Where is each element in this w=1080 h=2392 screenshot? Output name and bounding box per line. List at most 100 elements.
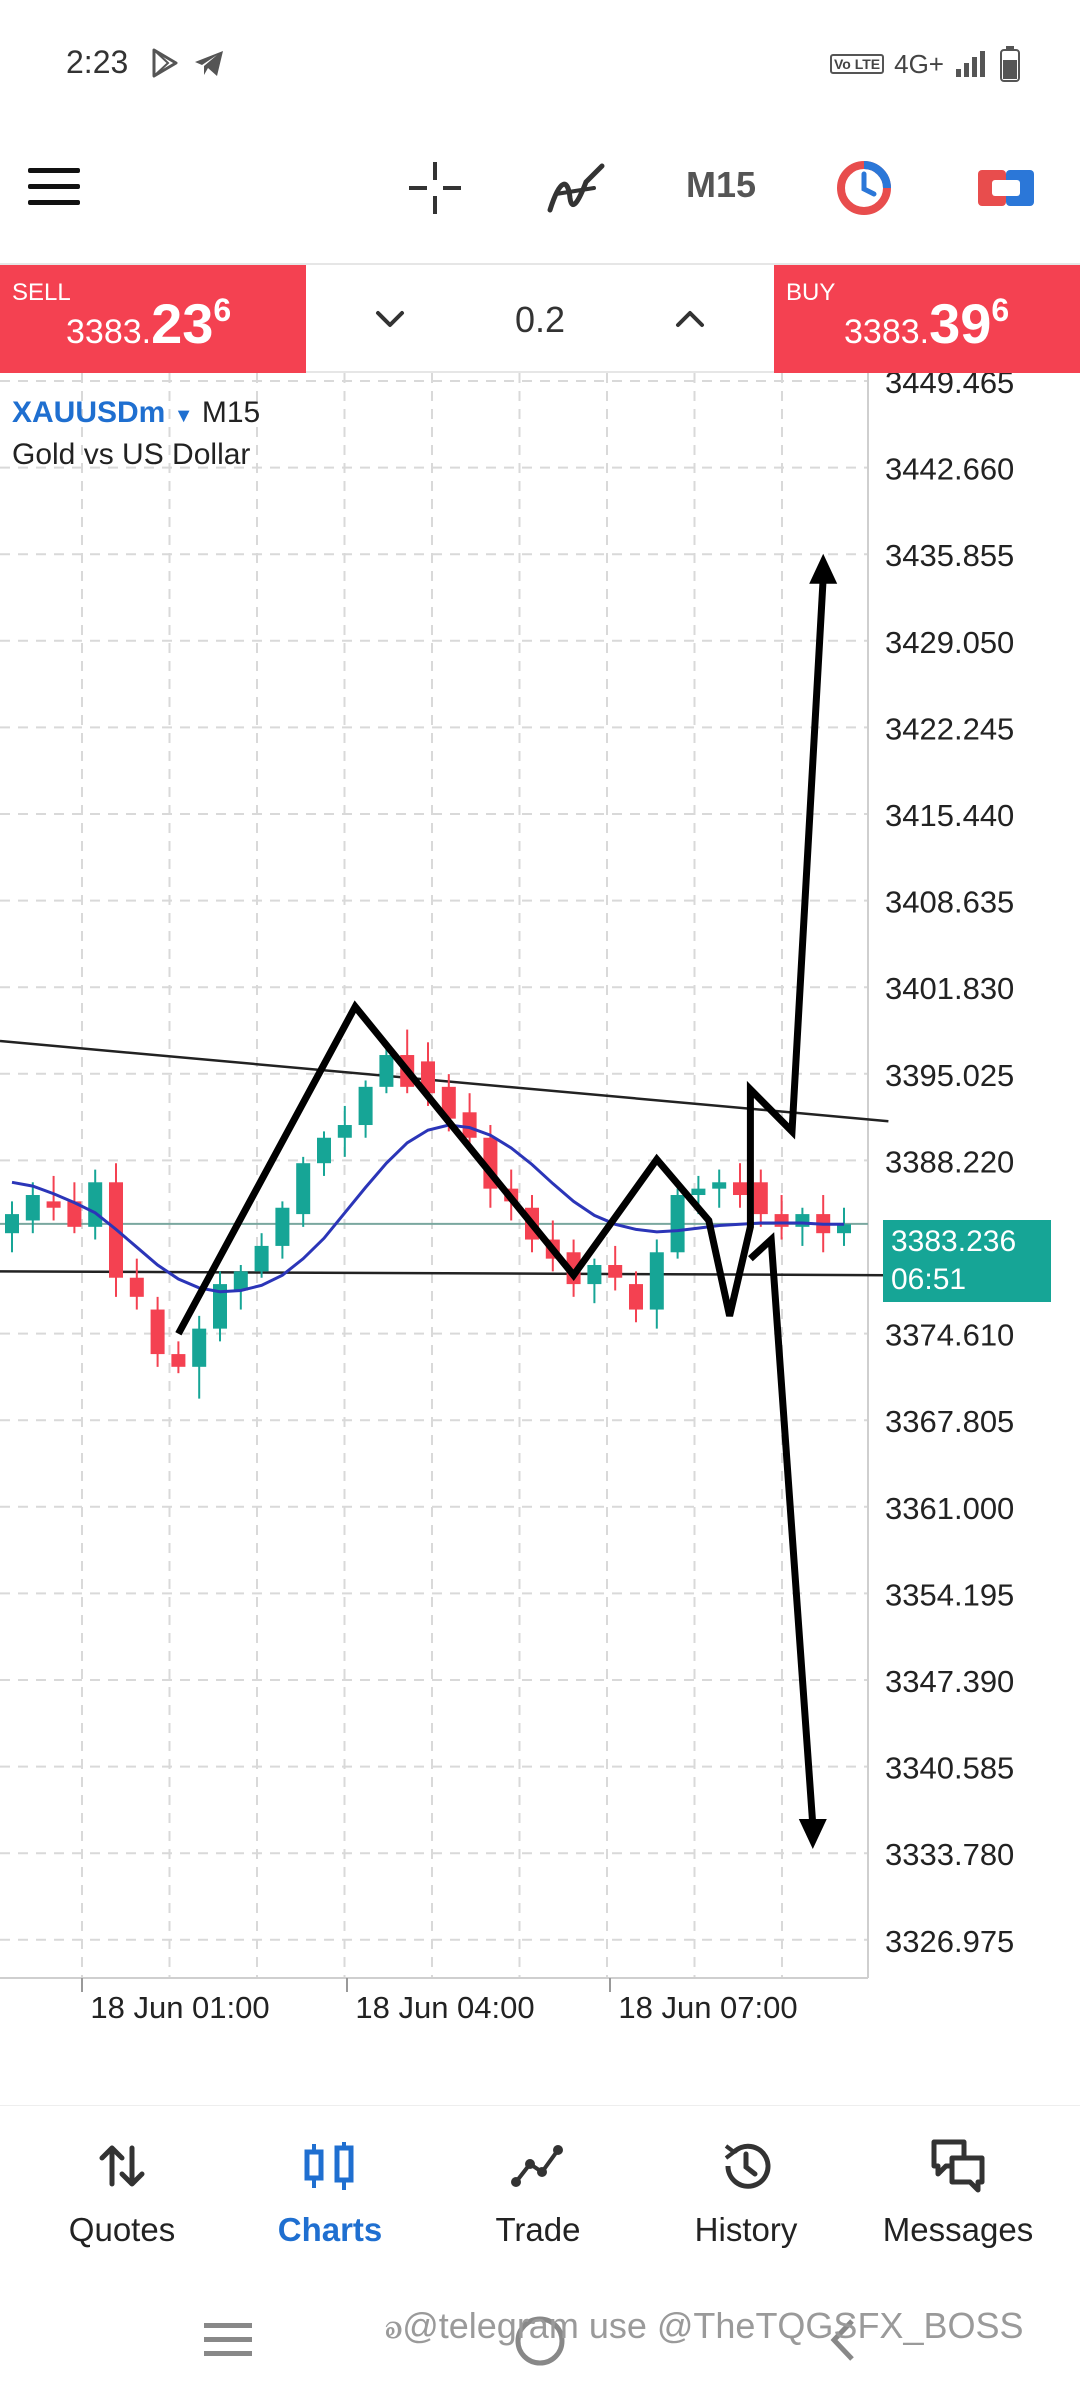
candle-body xyxy=(254,1245,269,1272)
candle-body xyxy=(629,1284,643,1310)
buy-button[interactable]: BUY 3383.396 xyxy=(774,265,1080,373)
candle-body xyxy=(753,1182,768,1215)
y-tick-label: 3388.220 xyxy=(885,1144,1014,1179)
status-time: 2:23 xyxy=(66,44,129,80)
menu-icon xyxy=(28,168,80,173)
candle-body xyxy=(317,1137,331,1164)
volume-decrease-button[interactable] xyxy=(360,289,420,349)
y-tick-label: 3333.780 xyxy=(885,1837,1014,1872)
y-tick-label: 3367.805 xyxy=(885,1404,1014,1439)
charts-icon xyxy=(304,2142,354,2190)
drawn-pattern-path xyxy=(175,577,827,1336)
y-tick-label: 3347.390 xyxy=(885,1664,1014,1699)
y-tick-label: 3408.635 xyxy=(885,885,1014,920)
candle-body xyxy=(25,1195,40,1221)
volume-increase-button[interactable] xyxy=(660,289,720,349)
one-click-trading-icon[interactable] xyxy=(834,158,894,218)
candle-body xyxy=(608,1265,623,1278)
status-bar: 2:23 Vo LTE 4G+ xyxy=(0,0,1080,130)
candle-body xyxy=(46,1201,61,1208)
symbol-dropdown-icon: ▼ xyxy=(173,405,194,427)
price-chart[interactable]: 3449.465 3442.660 3435.855 3429.050 3422.245… xyxy=(0,373,1080,2103)
candle-body xyxy=(296,1163,311,1215)
nav-trade[interactable]: Trade xyxy=(438,2136,638,2249)
chart-area[interactable]: 3449.465 3442.660 3435.855 3429.050 3422.245… xyxy=(0,373,1080,2103)
candle-body xyxy=(587,1265,602,1285)
sell-button[interactable]: SELL 3383.236 xyxy=(0,265,306,373)
candle-body xyxy=(275,1207,290,1246)
candle-body xyxy=(233,1271,248,1291)
candle-body xyxy=(358,1086,373,1126)
drawn-down-path xyxy=(748,1232,817,1826)
nav-messages[interactable]: Messages xyxy=(858,2136,1058,2249)
candle-body xyxy=(774,1214,789,1227)
history-icon xyxy=(724,2143,771,2189)
candle-body xyxy=(337,1125,352,1138)
y-tick-label: 3442.660 xyxy=(885,452,1014,487)
current-price-label: 3383.236 06:51 xyxy=(883,1220,1051,1302)
candle-body xyxy=(733,1182,747,1196)
home-icon[interactable] xyxy=(510,2311,570,2371)
indicators-icon[interactable] xyxy=(546,158,606,218)
trendline xyxy=(0,1270,889,1277)
candle-body xyxy=(213,1284,227,1329)
back-icon[interactable] xyxy=(820,2315,870,2365)
volume-field[interactable]: 0.2 xyxy=(514,299,566,340)
candle-body xyxy=(150,1309,165,1355)
buy-label: BUY xyxy=(786,279,836,306)
candle-body xyxy=(649,1252,664,1310)
candle-body xyxy=(129,1277,144,1297)
x-tick-label: 18 Jun 04:00 xyxy=(355,1990,534,2025)
candle-body xyxy=(421,1061,435,1094)
recent-apps-icon[interactable] xyxy=(200,2317,256,2361)
candle-body xyxy=(88,1182,103,1227)
chart-symbol[interactable]: XAUUSDm ▼ M15 xyxy=(12,396,261,429)
sell-label: SELL xyxy=(12,279,71,306)
bottom-nav: Quotes Charts Trade History Messages xyxy=(0,2105,1080,2285)
candle-body xyxy=(670,1195,685,1253)
system-navigation xyxy=(0,2285,1080,2392)
y-tick-label: 3361.000 xyxy=(885,1491,1014,1526)
moving-average-line xyxy=(11,1123,844,1294)
y-tick-label: 3340.585 xyxy=(885,1751,1014,1786)
telegram-icon xyxy=(195,51,223,76)
y-tick-label: 3422.245 xyxy=(885,711,1014,746)
trade-panel-toggle-icon[interactable] xyxy=(976,158,1036,218)
candle-body xyxy=(192,1328,207,1367)
crosshair-icon[interactable] xyxy=(405,158,465,218)
y-tick-label: 3395.025 xyxy=(885,1058,1014,1093)
timeframe-button[interactable]: M15 xyxy=(686,164,757,205)
status-right: Vo LTE 4G+ xyxy=(829,46,1020,82)
chart-toolbar: M15 xyxy=(0,130,1080,260)
candle-body xyxy=(712,1182,727,1189)
candle-body xyxy=(5,1214,19,1234)
trendline xyxy=(0,1039,889,1123)
signal-icon xyxy=(956,51,985,77)
candle-body xyxy=(379,1055,394,1087)
y-tick-label: 3435.855 xyxy=(885,538,1014,573)
trade-icon xyxy=(511,2145,563,2187)
candle-body xyxy=(67,1201,82,1227)
one-click-trade-panel: SELL 3383.236 0.2 BUY 3383.396 xyxy=(0,263,1080,373)
y-tick-label: 3374.610 xyxy=(885,1318,1014,1353)
sell-price: 3383.236 xyxy=(66,292,232,355)
arrow-down-head xyxy=(798,1818,827,1849)
menu-button[interactable] xyxy=(28,168,80,208)
candle-body xyxy=(691,1188,706,1196)
symbol-description: Gold vs US Dollar xyxy=(12,438,251,471)
y-tick-label: 3401.830 xyxy=(885,971,1014,1006)
y-tick-label: 3326.975 xyxy=(885,1924,1014,1959)
y-tick-label: 3449.465 xyxy=(885,373,1014,400)
candle-body xyxy=(795,1214,810,1227)
network-type: 4G+ xyxy=(894,48,944,79)
nav-history[interactable]: History xyxy=(646,2136,846,2249)
quotes-icon xyxy=(99,2145,145,2187)
messages-icon xyxy=(931,2139,985,2193)
x-tick-label: 18 Jun 01:00 xyxy=(90,1990,269,2025)
candle-countdown: 06:51 xyxy=(891,1263,967,1296)
volte-icon: Vo LTE xyxy=(829,54,885,74)
nav-charts[interactable]: Charts xyxy=(230,2136,430,2249)
candle-body xyxy=(171,1354,186,1367)
candle-body xyxy=(441,1086,456,1119)
nav-quotes[interactable]: Quotes xyxy=(22,2136,222,2249)
